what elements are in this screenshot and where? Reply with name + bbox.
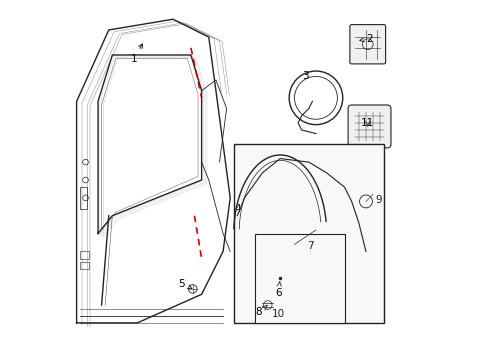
Text: 10: 10 — [271, 309, 285, 319]
Bar — [233, 144, 383, 323]
FancyBboxPatch shape — [347, 105, 390, 148]
FancyBboxPatch shape — [349, 24, 385, 64]
Text: 4: 4 — [234, 203, 240, 213]
Bar — [80, 262, 89, 269]
Bar — [80, 187, 87, 208]
Bar — [255, 234, 344, 323]
Text: 11: 11 — [360, 118, 374, 128]
Text: 1: 1 — [130, 44, 142, 64]
Text: 5: 5 — [178, 279, 191, 289]
Text: 3: 3 — [301, 71, 308, 81]
Text: 8: 8 — [255, 305, 266, 317]
Text: 9: 9 — [374, 195, 381, 204]
Text: 7: 7 — [306, 241, 313, 251]
Text: 2: 2 — [359, 34, 372, 44]
Bar — [80, 251, 89, 258]
Text: 6: 6 — [275, 282, 281, 297]
